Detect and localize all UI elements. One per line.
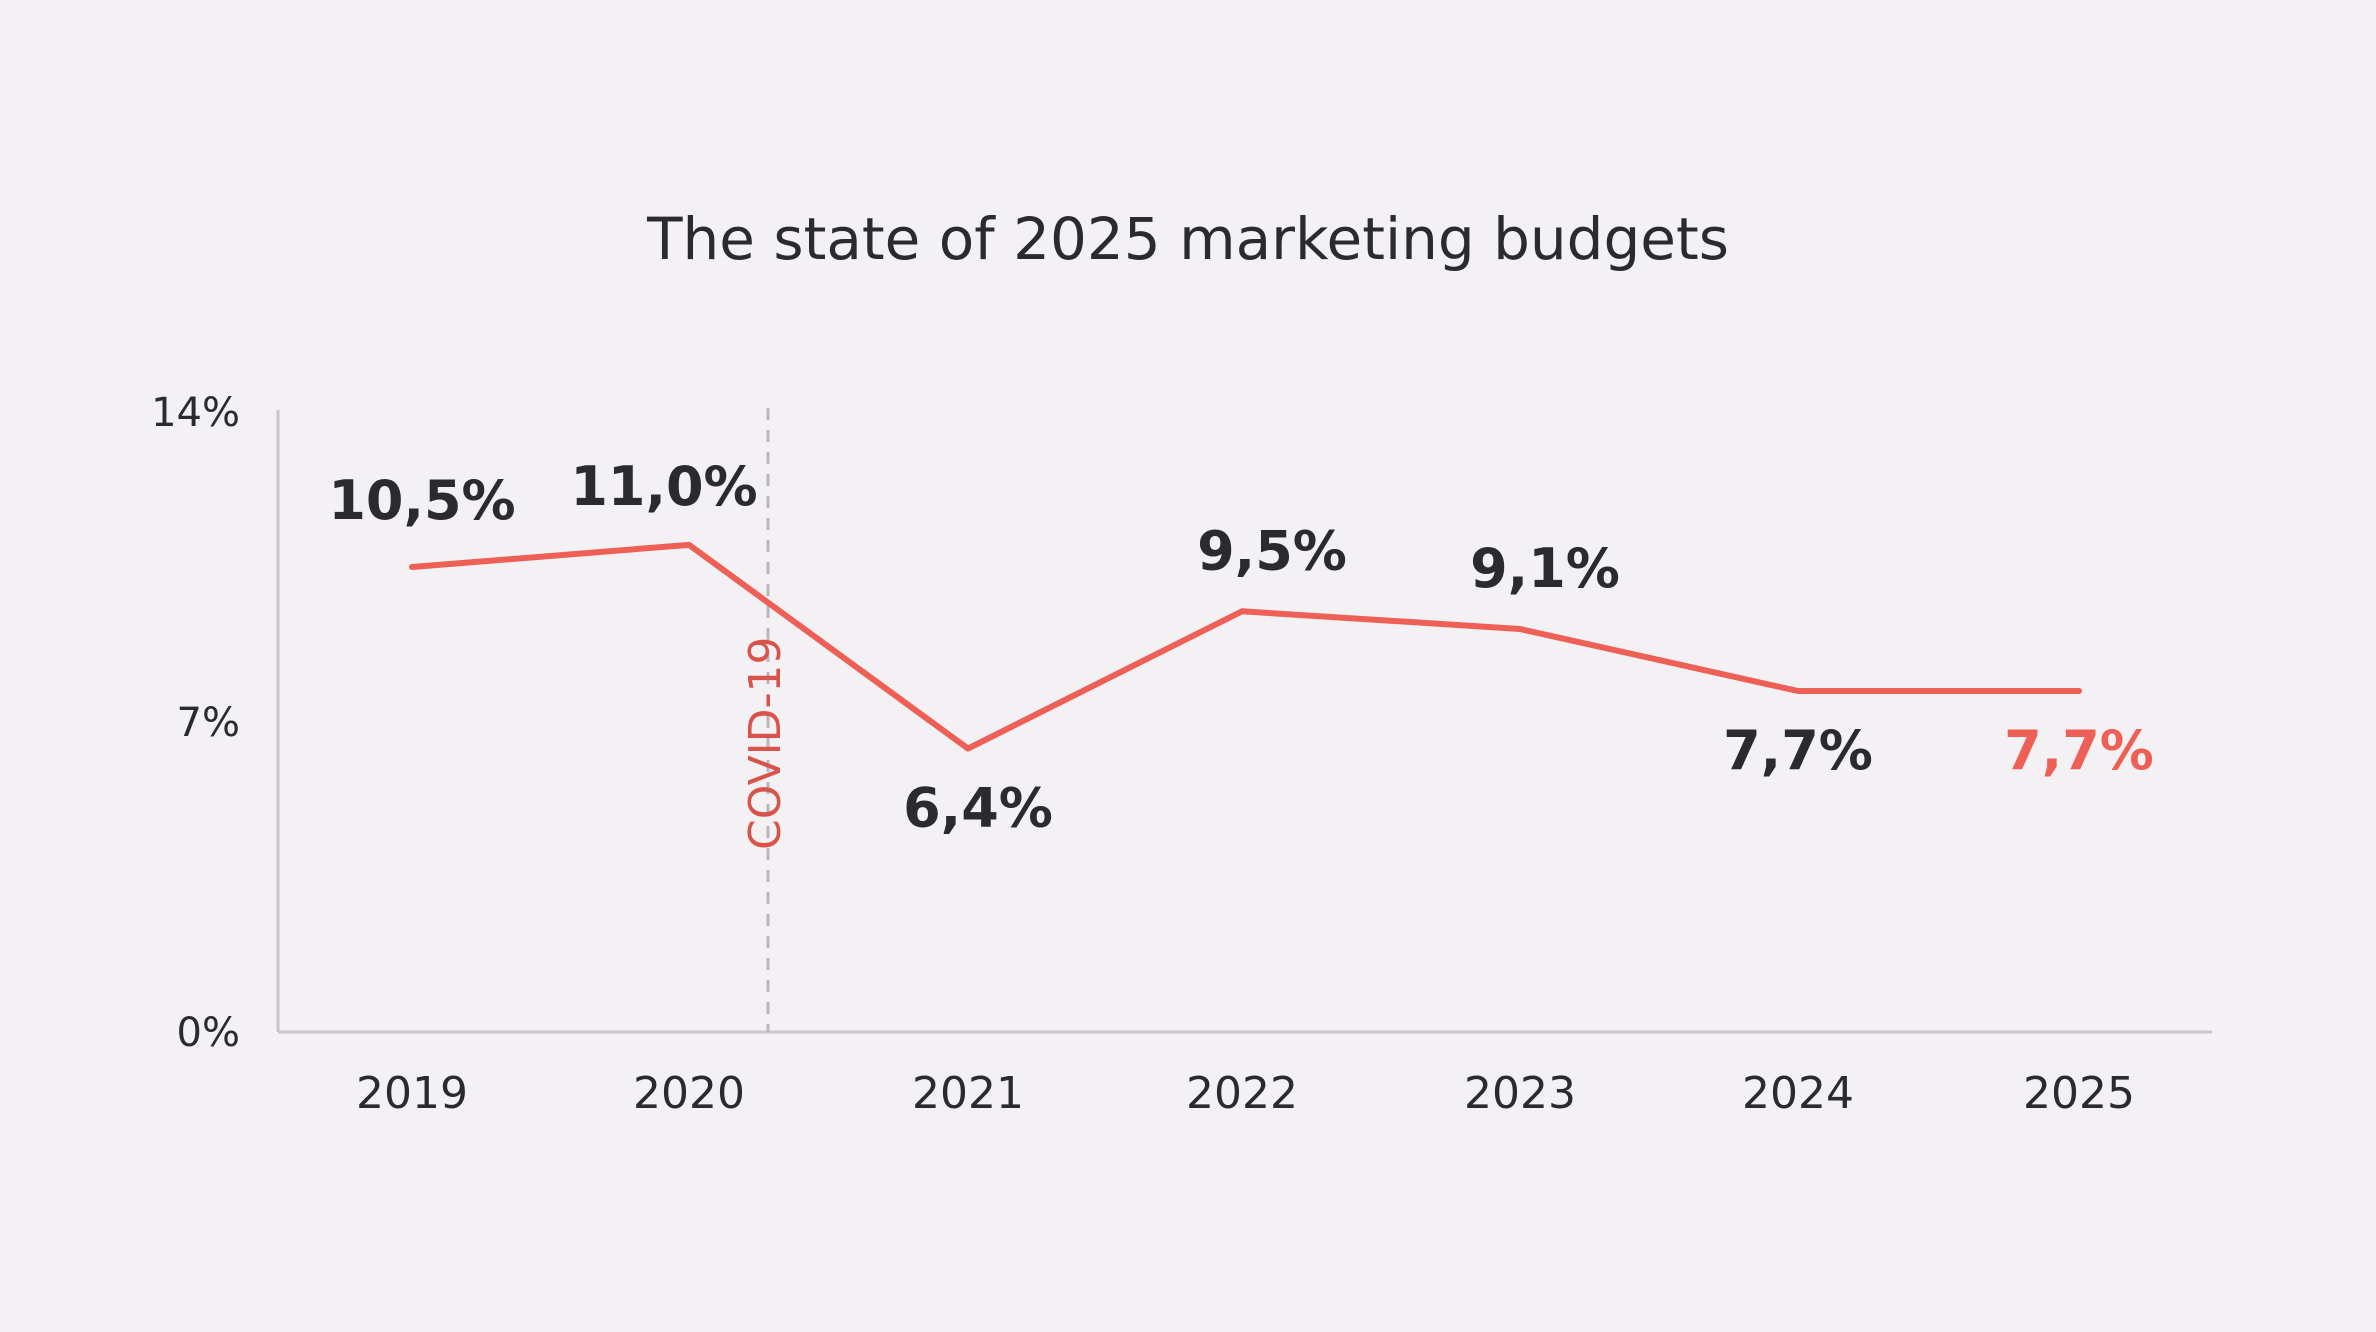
data-label: 9,1% [1470, 537, 1620, 600]
y-tick-label: 0% [177, 1010, 240, 1056]
data-label: 11,0% [570, 455, 757, 518]
data-label: 6,4% [903, 777, 1053, 840]
x-tick-label: 2020 [633, 1068, 745, 1119]
chart-title: The state of 2025 marketing budgets [647, 205, 1729, 273]
x-tick-label: 2021 [912, 1068, 1024, 1119]
data-label: 10,5% [328, 469, 515, 532]
y-tick-label: 14% [151, 390, 240, 436]
data-label: 7,7% [2004, 719, 2154, 782]
x-tick-label: 2022 [1186, 1068, 1298, 1119]
data-label: 7,7% [1723, 719, 1873, 782]
covid-annotation-label: COVID-19 [740, 637, 791, 850]
x-tick-label: 2019 [356, 1068, 468, 1119]
data-label: 9,5% [1197, 519, 1347, 582]
y-tick-label: 7% [177, 700, 240, 746]
x-tick-label: 2024 [1742, 1068, 1854, 1119]
x-tick-label: 2023 [1464, 1068, 1576, 1119]
x-tick-label: 2025 [2023, 1068, 2135, 1119]
